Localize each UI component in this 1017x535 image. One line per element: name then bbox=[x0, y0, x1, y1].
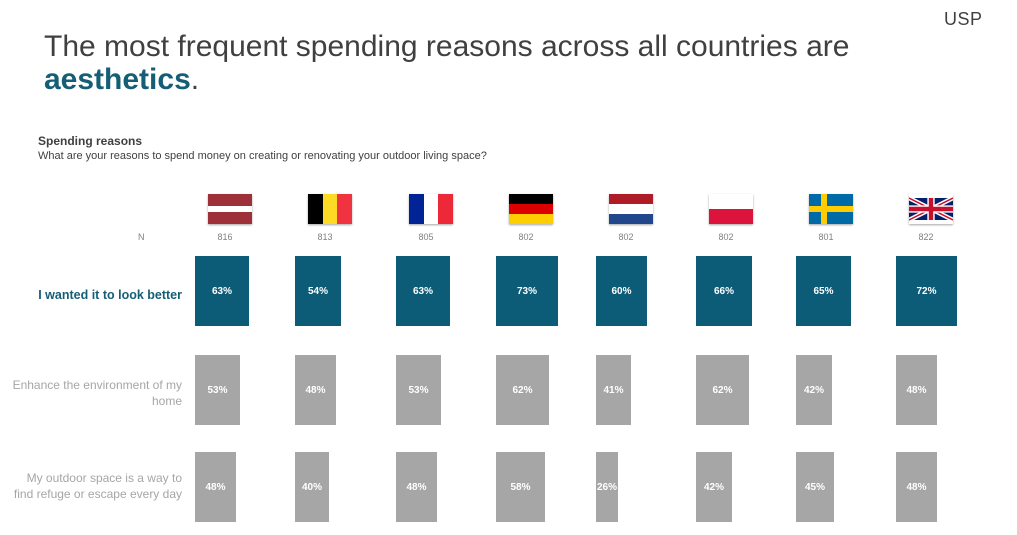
data-label: 73% bbox=[516, 285, 537, 297]
bar: 54% bbox=[295, 256, 341, 326]
bar: 42% bbox=[796, 355, 832, 425]
bar: 48% bbox=[295, 355, 336, 425]
sample-size: 801 bbox=[818, 232, 834, 242]
data-label: 48% bbox=[906, 384, 927, 396]
sample-size: 816 bbox=[217, 232, 233, 242]
series-label: Enhance the environment of my home bbox=[12, 378, 182, 408]
series-label: My outdoor space is a way to find refuge… bbox=[13, 471, 182, 501]
data-label: 65% bbox=[813, 285, 834, 297]
data-label: 48% bbox=[406, 481, 427, 493]
data-label: 63% bbox=[412, 285, 433, 297]
n-label: N bbox=[138, 232, 145, 242]
germany-flag bbox=[509, 194, 553, 224]
sweden-flag bbox=[809, 194, 853, 224]
series-label: I wanted it to look better bbox=[38, 288, 182, 302]
belgium-flag bbox=[308, 194, 352, 224]
data-label: 62% bbox=[512, 384, 533, 396]
sample-size: 802 bbox=[718, 232, 734, 242]
netherlands-flag bbox=[609, 194, 653, 224]
data-label: 41% bbox=[603, 384, 624, 396]
bar: 66% bbox=[696, 256, 752, 326]
bar: 48% bbox=[396, 452, 437, 522]
bar: 45% bbox=[796, 452, 834, 522]
data-label: 48% bbox=[205, 481, 226, 493]
data-label: 72% bbox=[916, 285, 937, 297]
data-label: 48% bbox=[906, 481, 927, 493]
bar: 53% bbox=[396, 355, 441, 425]
data-label: 40% bbox=[301, 481, 322, 493]
data-label: 26% bbox=[596, 481, 617, 493]
data-label: 63% bbox=[211, 285, 232, 297]
usp-logo: USP bbox=[944, 9, 983, 29]
title-suffix: . bbox=[190, 63, 200, 96]
bar: 63% bbox=[396, 256, 450, 326]
sample-size: 822 bbox=[918, 232, 934, 242]
survey-question: What are your reasons to spend money on … bbox=[38, 150, 487, 162]
data-label: 58% bbox=[510, 481, 531, 493]
latvia-flag bbox=[208, 194, 252, 224]
bar: 73% bbox=[496, 256, 558, 326]
bar: 42% bbox=[696, 452, 732, 522]
bar: 40% bbox=[295, 452, 329, 522]
bar: 60% bbox=[596, 256, 647, 326]
data-label: 54% bbox=[307, 285, 328, 297]
data-label: 53% bbox=[207, 384, 228, 396]
data-label: 48% bbox=[305, 384, 326, 396]
bar: 72% bbox=[896, 256, 957, 326]
data-label: 53% bbox=[408, 384, 429, 396]
bar: 26% bbox=[596, 452, 618, 522]
france-flag bbox=[409, 194, 453, 224]
title-highlight: aesthetics bbox=[44, 63, 191, 96]
bar: 48% bbox=[195, 452, 236, 522]
data-label: 62% bbox=[712, 384, 733, 396]
uk-flag bbox=[909, 194, 953, 224]
bar: 62% bbox=[696, 355, 749, 425]
bar: 53% bbox=[195, 355, 240, 425]
bar: 48% bbox=[896, 355, 937, 425]
data-label: 60% bbox=[611, 285, 632, 297]
bar: 65% bbox=[796, 256, 851, 326]
data-label: 42% bbox=[703, 481, 724, 493]
data-label: 42% bbox=[803, 384, 824, 396]
bar: 63% bbox=[195, 256, 249, 326]
bar: 62% bbox=[496, 355, 549, 425]
sample-size: 805 bbox=[418, 232, 434, 242]
bar: 48% bbox=[896, 452, 937, 522]
poland-flag bbox=[709, 194, 753, 224]
sample-size: 802 bbox=[618, 232, 634, 242]
chart-subtitle: Spending reasons bbox=[38, 134, 143, 148]
title-prefix: The most frequent spending reasons acros… bbox=[44, 30, 850, 63]
sample-size: 813 bbox=[317, 232, 333, 242]
data-label: 66% bbox=[713, 285, 734, 297]
bar: 58% bbox=[496, 452, 545, 522]
sample-size: 802 bbox=[518, 232, 534, 242]
page-title: The most frequent spending reasons acros… bbox=[44, 30, 944, 96]
bar: 41% bbox=[596, 355, 631, 425]
data-label: 45% bbox=[804, 481, 825, 493]
